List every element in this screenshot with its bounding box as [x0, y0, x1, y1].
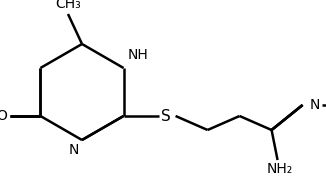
- Text: NH: NH: [127, 48, 148, 62]
- Text: N: N: [69, 143, 79, 157]
- Text: O: O: [0, 109, 7, 123]
- Text: NH₂: NH₂: [266, 162, 293, 176]
- Text: S: S: [161, 108, 170, 123]
- Text: CH₃: CH₃: [55, 0, 81, 11]
- Text: N: N: [310, 98, 320, 112]
